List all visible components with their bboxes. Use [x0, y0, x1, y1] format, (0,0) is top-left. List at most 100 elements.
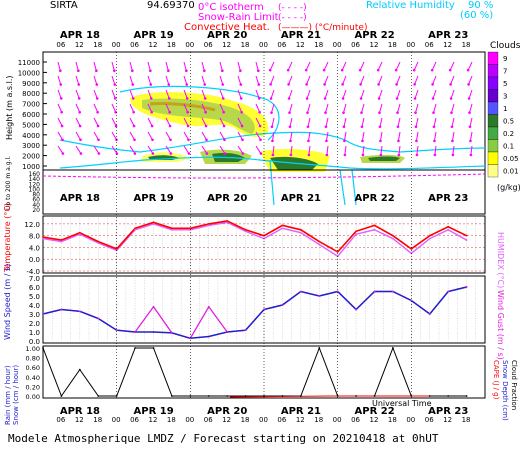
wind-arrow	[93, 103, 99, 113]
wind-arrow-head	[59, 69, 62, 72]
wind-arrow-head	[433, 139, 436, 143]
wind-arrow-head	[77, 83, 81, 86]
wind-speed-line	[42, 286, 467, 340]
wind-arrow	[361, 103, 365, 113]
wind-arrow	[360, 89, 365, 99]
wind-arrow-head	[431, 83, 434, 86]
hour-label: 06	[204, 41, 213, 49]
hour-label: 06	[204, 416, 213, 424]
clouds-ytick-low: 60	[32, 197, 40, 204]
wind-arrow-head	[415, 139, 418, 143]
legend-rh-60: (60 %)	[460, 10, 493, 21]
wind-arrow-head	[185, 97, 189, 100]
series-point	[355, 308, 357, 311]
wind-arrow	[469, 117, 473, 127]
series-point	[78, 231, 81, 234]
wind-arrow-head	[322, 68, 326, 72]
series-point	[392, 347, 394, 349]
clouds-legend-level: 0.05	[503, 155, 519, 163]
clouds-ytick: 6000	[22, 111, 40, 119]
wind-arrow	[379, 117, 383, 127]
wind-arrow-head	[305, 83, 308, 86]
wind-arrow-head	[167, 97, 171, 100]
hour-label: 06	[56, 41, 65, 49]
hour-label: 06	[277, 416, 286, 424]
wind-arrow-head	[304, 68, 308, 72]
wind-arrow-head	[431, 97, 435, 100]
humidex-ylabel: HUMIDEX (°C)	[496, 232, 505, 288]
series-point	[60, 240, 63, 243]
wind-arrow-head	[289, 153, 293, 157]
wind-arrow	[255, 103, 261, 113]
wind-arrow-head	[203, 83, 207, 86]
wind-arrow	[415, 131, 419, 141]
wind-arrow-head	[114, 110, 117, 114]
series-point	[428, 237, 431, 240]
wind-arrow	[183, 103, 189, 113]
wind-arrow-head	[133, 138, 136, 142]
day-label: APR 19	[134, 193, 174, 204]
wind-arrow	[93, 89, 98, 99]
clouds-legend-swatch	[487, 51, 499, 65]
series-point	[207, 395, 210, 397]
clouds-legend-level: 1	[503, 105, 507, 113]
day-label: APR 23	[428, 406, 468, 417]
series-point	[152, 305, 155, 308]
wind-arrow	[469, 131, 473, 141]
wind-arrow	[129, 131, 135, 141]
hour-label: 12	[443, 416, 452, 424]
wind-arrow	[147, 75, 152, 85]
wind-arrow-head	[78, 110, 81, 114]
wind-arrow	[75, 75, 80, 85]
temperature-panel: 12.0 8.0 4.0 0.0 -4.0 Temperature (°C) HUMID…	[3, 203, 505, 288]
series-point	[355, 233, 357, 236]
wind-ytick: 1.0	[29, 329, 40, 337]
wind-arrow	[324, 75, 329, 85]
precip-ytick: 0.80	[26, 355, 40, 363]
series-point	[318, 243, 321, 246]
wind-arrow-head	[259, 152, 263, 155]
wind-arrow-head	[469, 153, 473, 157]
wind-arrow	[269, 61, 275, 71]
wind-arrow	[201, 145, 208, 154]
wind-arrow-head	[114, 124, 118, 128]
wind-arrow	[414, 89, 419, 99]
wind-arrow	[323, 61, 329, 71]
day-label: APR 21	[281, 30, 321, 41]
wind-arrow	[449, 61, 455, 71]
wind-arrow-head	[450, 125, 454, 129]
series-point	[152, 331, 155, 333]
wind-arrow	[75, 61, 79, 71]
wind-ytick: 0.0	[29, 338, 40, 346]
wind-arrow-head	[361, 139, 364, 143]
isotherm-line	[42, 173, 486, 179]
wind-arrow	[75, 145, 82, 154]
clouds-ytick-low: 100	[29, 186, 41, 193]
clouds-legend-unit: (g/kg)	[497, 183, 521, 192]
wind-arrow	[415, 117, 419, 127]
wind-arrow-head	[221, 83, 225, 86]
wind-arrow-head	[133, 152, 137, 155]
wind-arrow	[219, 131, 225, 141]
rh-contour-4	[269, 159, 357, 206]
hour-label: 00	[333, 416, 342, 424]
wind-arrow	[147, 61, 151, 71]
clouds-ytick-low: 160	[29, 171, 41, 178]
series-point	[97, 395, 100, 397]
wind-arrow	[414, 75, 419, 85]
wind-arrow	[433, 117, 437, 127]
wind-arrow	[129, 103, 135, 113]
wind-arrow	[165, 75, 170, 85]
wind-arrow-head	[325, 139, 328, 143]
series-point	[78, 368, 81, 371]
wind-arrow	[237, 131, 243, 141]
series-point	[171, 395, 173, 397]
wind-arrow	[396, 75, 401, 85]
day-label: APR 21	[281, 193, 321, 204]
wind-arrow	[147, 89, 152, 99]
wind-arrow-head	[412, 68, 416, 72]
wind-arrow-head	[271, 139, 274, 143]
wind-arrow-head	[286, 68, 290, 72]
wind-arrow-head	[150, 110, 153, 114]
wind-arrow-head	[325, 153, 329, 157]
